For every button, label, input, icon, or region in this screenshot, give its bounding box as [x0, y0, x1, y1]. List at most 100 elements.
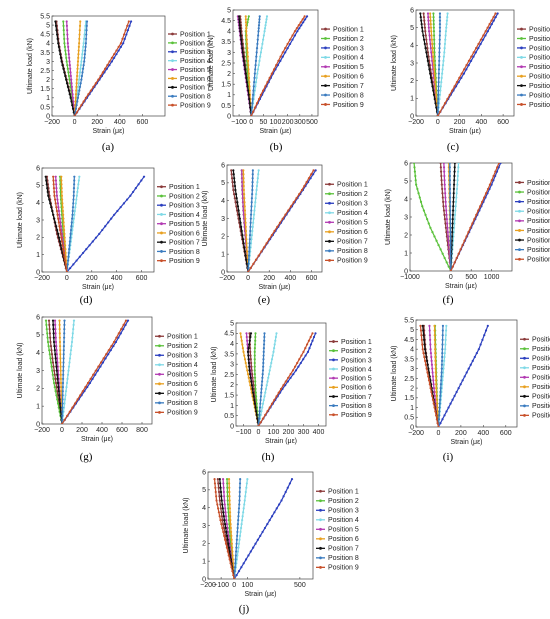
data-point: [253, 365, 256, 368]
data-point: [56, 390, 59, 393]
data-point: [57, 206, 60, 209]
data-point: [104, 357, 107, 360]
y-tick-label: 0.5: [221, 103, 231, 110]
y-tick-label: 0.5: [404, 415, 414, 422]
data-point: [256, 177, 259, 180]
legend-marker: [328, 230, 331, 234]
data-point: [255, 47, 259, 50]
data-point: [435, 106, 438, 109]
legend-entry-8: Position 8: [180, 94, 211, 101]
data-point: [80, 78, 83, 81]
legend-entry-6: Position 6: [527, 228, 550, 235]
data-point: [61, 381, 65, 385]
legend-entry-2: Position 2: [328, 498, 359, 505]
data-point: [79, 20, 82, 23]
data-point: [443, 213, 446, 216]
data-point: [52, 381, 56, 385]
data-point: [261, 372, 264, 376]
data-point: [429, 23, 432, 26]
y-tick-label: 0: [230, 423, 234, 430]
data-point: [289, 376, 292, 379]
data-point: [78, 29, 81, 32]
y-tick-label: 4: [202, 505, 206, 512]
legend-entry-6: Position 6: [341, 385, 372, 392]
data-point: [415, 183, 418, 186]
data-point: [79, 63, 83, 67]
data-point: [237, 546, 240, 549]
data-point: [85, 37, 88, 41]
y-tick-label: 3: [36, 217, 40, 224]
data-point: [59, 344, 62, 348]
data-point: [434, 80, 437, 84]
data-point: [247, 361, 250, 365]
data-point: [261, 42, 264, 46]
data-point: [433, 42, 436, 46]
data-point: [46, 340, 50, 344]
data-point: [251, 181, 254, 184]
data-point: [252, 85, 255, 88]
data-point: [238, 499, 241, 502]
data-point: [253, 72, 256, 75]
series-group: [239, 332, 317, 426]
x-tick-label: 0: [449, 274, 453, 281]
data-point: [261, 369, 265, 372]
y-tick-label: 3: [227, 50, 231, 57]
data-point: [54, 336, 57, 339]
data-point: [431, 398, 435, 401]
data-point: [262, 246, 266, 249]
y-tick-label: 2: [410, 78, 414, 85]
x-tick-label: −200: [200, 582, 216, 589]
data-point: [270, 233, 273, 237]
legend-entry-9: Position 9: [529, 102, 550, 109]
data-point: [457, 163, 460, 165]
data-point: [416, 187, 419, 191]
data-point: [439, 110, 442, 113]
legend-entry-3: Position 3: [169, 203, 200, 210]
data-point: [63, 336, 66, 339]
data-point: [112, 344, 115, 348]
data-point: [232, 173, 235, 176]
data-point: [65, 24, 69, 27]
data-point: [245, 233, 248, 237]
panel-letter: (e): [258, 294, 271, 306]
data-point: [77, 56, 80, 59]
data-point: [120, 328, 123, 331]
data-point: [447, 239, 450, 242]
data-point: [284, 490, 287, 494]
data-point: [241, 47, 244, 50]
data-point: [252, 221, 255, 224]
data-point: [72, 263, 75, 266]
data-point: [110, 217, 113, 220]
data-point: [311, 332, 314, 335]
legend-entry-6: Position 6: [169, 230, 200, 237]
legend-entry-6: Position 6: [328, 536, 359, 543]
data-point: [75, 103, 78, 107]
data-point: [264, 387, 268, 391]
data-point: [105, 67, 109, 70]
data-point: [465, 371, 468, 374]
data-point: [72, 100, 75, 103]
data-point: [67, 74, 71, 78]
data-point: [454, 200, 458, 203]
data-point: [56, 357, 59, 360]
data-point: [254, 380, 257, 383]
data-point: [264, 391, 267, 394]
legend-marker: [160, 185, 163, 189]
data-point: [314, 332, 317, 335]
data-point: [249, 221, 252, 224]
data-point: [61, 209, 65, 213]
data-point: [71, 406, 74, 409]
data-point: [442, 55, 445, 58]
data-point: [46, 332, 49, 335]
y-tick-label: 1: [46, 95, 50, 102]
data-point: [69, 232, 72, 235]
y-tick-label: 2: [221, 234, 225, 241]
data-point: [46, 190, 49, 194]
data-point: [444, 38, 447, 41]
data-point: [223, 503, 226, 506]
x-tick-label: 100: [242, 582, 254, 589]
data-point: [71, 93, 74, 96]
data-point: [446, 231, 449, 234]
data-point: [70, 340, 74, 344]
